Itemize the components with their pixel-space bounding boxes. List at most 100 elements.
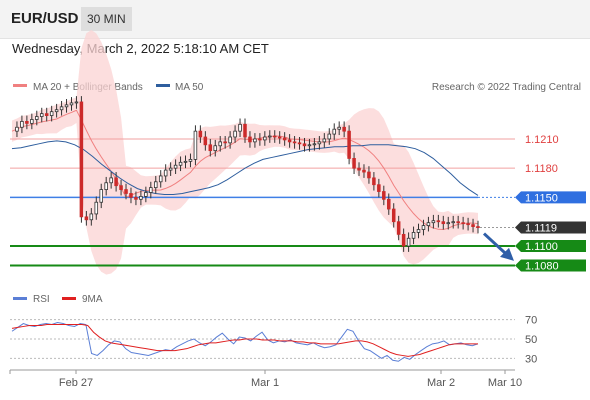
candle-body bbox=[213, 145, 218, 152]
support-level-tag bbox=[515, 240, 586, 253]
ma20-legend-swatch bbox=[13, 84, 27, 87]
candle-body bbox=[178, 161, 183, 166]
candle-body bbox=[20, 121, 24, 128]
ma50-legend-swatch bbox=[156, 84, 170, 87]
candle-body bbox=[446, 222, 451, 225]
candle-body bbox=[362, 169, 366, 173]
candle-body bbox=[367, 171, 371, 179]
candle-body bbox=[79, 101, 84, 218]
pivot-level-tag bbox=[515, 191, 586, 204]
rsi-tick-label: 50 bbox=[525, 334, 537, 346]
candle-body bbox=[188, 158, 193, 162]
candle-body bbox=[15, 126, 19, 132]
candle-body bbox=[39, 113, 44, 117]
candle-body bbox=[357, 167, 361, 171]
candle-body bbox=[451, 221, 455, 224]
candle-body bbox=[149, 187, 153, 193]
candle-body bbox=[119, 185, 123, 190]
candle-body bbox=[382, 191, 386, 200]
resistance-level-label: 1.1210 bbox=[525, 134, 559, 146]
candle-body bbox=[183, 160, 188, 163]
x-tick-label: Mar 1 bbox=[251, 377, 279, 389]
candle-body bbox=[208, 144, 213, 152]
candle-body bbox=[421, 225, 426, 230]
candle-body bbox=[372, 177, 376, 186]
candle-body bbox=[387, 198, 391, 210]
candle-body bbox=[461, 222, 465, 225]
candle-body bbox=[426, 222, 431, 227]
candle-body bbox=[312, 143, 317, 146]
candle-body bbox=[228, 136, 232, 144]
candle-body bbox=[327, 133, 332, 140]
candle-body bbox=[476, 226, 480, 228]
candle-body bbox=[104, 182, 108, 190]
instrument-title: EUR/USD bbox=[11, 10, 79, 27]
candle-body bbox=[54, 109, 59, 113]
candle-body bbox=[287, 139, 292, 143]
candle-body bbox=[282, 137, 287, 141]
candle-body bbox=[268, 135, 272, 138]
candle-body bbox=[377, 184, 381, 192]
last-level-tag bbox=[515, 221, 586, 234]
candle-body bbox=[456, 221, 460, 224]
rsi-series-9ma-line bbox=[11, 324, 478, 357]
candle-body bbox=[248, 136, 252, 143]
credit-text: Research © 2022 Trading Central bbox=[432, 82, 581, 93]
candle-body bbox=[391, 208, 396, 223]
timeframe-badge[interactable]: 30 MIN bbox=[81, 7, 132, 31]
candle-body bbox=[396, 221, 401, 235]
rsi-tick-label: 70 bbox=[525, 315, 537, 327]
pivot-level-label: 1.1150 bbox=[525, 192, 558, 204]
candle-body bbox=[401, 233, 406, 247]
candle-body bbox=[263, 136, 267, 141]
candle-body bbox=[352, 158, 356, 169]
candle-body bbox=[158, 175, 163, 183]
candle-body bbox=[94, 201, 99, 215]
candle-body bbox=[317, 141, 322, 145]
candle-body bbox=[84, 216, 89, 221]
resistance-level-label: 1.1180 bbox=[525, 163, 558, 175]
candle-body bbox=[436, 220, 441, 223]
candle-body bbox=[109, 177, 113, 184]
candle-body bbox=[297, 142, 302, 145]
projection-arrow bbox=[482, 232, 508, 255]
candle-body bbox=[342, 126, 346, 132]
rsi-legend-label: RSI bbox=[33, 294, 50, 305]
candle-body bbox=[129, 193, 133, 198]
candle-body bbox=[99, 189, 103, 203]
candle-body bbox=[163, 169, 168, 177]
candle-body bbox=[471, 224, 475, 227]
candle-body bbox=[203, 136, 208, 146]
rsi-series-rsi-line bbox=[11, 322, 479, 362]
candle-body bbox=[307, 144, 312, 147]
candle-body bbox=[114, 177, 118, 187]
candle-body bbox=[173, 164, 178, 169]
candle-body bbox=[144, 192, 148, 197]
candle-body bbox=[258, 138, 262, 141]
candle-body bbox=[292, 141, 297, 144]
candle-body bbox=[233, 130, 237, 138]
candle-body bbox=[168, 167, 173, 171]
candle-body bbox=[124, 189, 128, 194]
candle-body bbox=[441, 221, 446, 225]
candle-body bbox=[411, 232, 416, 239]
candle-body bbox=[69, 102, 74, 106]
candle-body bbox=[238, 123, 242, 132]
support-level-label: 1.1080 bbox=[525, 261, 559, 273]
candle-body bbox=[302, 143, 307, 147]
candle-body bbox=[193, 130, 198, 160]
chart-header: EUR/USD 30 MIN bbox=[0, 0, 590, 39]
candle-body bbox=[89, 213, 94, 221]
candle-body bbox=[337, 126, 341, 130]
candle-body bbox=[277, 136, 282, 139]
candle-body bbox=[134, 196, 138, 200]
bollinger-band bbox=[12, 29, 478, 275]
last-level-label: 1.1119 bbox=[525, 223, 557, 235]
candle-body bbox=[154, 181, 158, 189]
ma50-line bbox=[11, 140, 479, 196]
x-tick-label: Mar 10 bbox=[488, 377, 522, 389]
candle-body bbox=[466, 223, 470, 226]
projection-arrowhead bbox=[500, 247, 514, 261]
candle-body bbox=[272, 135, 277, 138]
candle-body bbox=[64, 104, 69, 108]
